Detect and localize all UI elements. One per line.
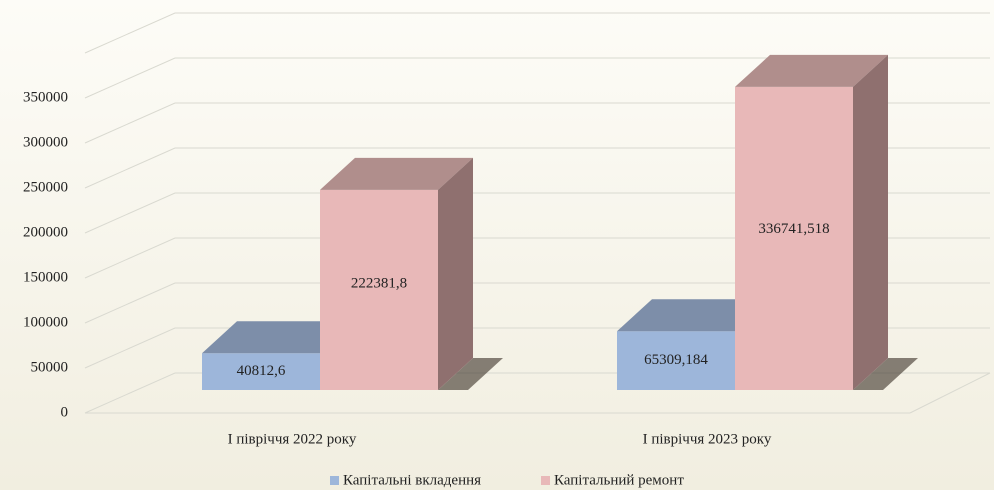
y-tick-label: 350000: [23, 89, 68, 105]
legend-swatch: [330, 476, 339, 485]
bar-top: [735, 54, 888, 87]
y-tick-label: 100000: [23, 314, 68, 330]
bar-side: [853, 54, 888, 391]
y-tick-label: 300000: [23, 134, 68, 150]
legend-label: Капітальні вкладення: [343, 472, 481, 488]
grid-line: [84, 12, 990, 54]
bar: [320, 189, 438, 390]
y-tick-label: 50000: [31, 359, 69, 375]
grid-line: [84, 282, 990, 324]
y-tick-label: 0: [61, 404, 69, 420]
bar: [617, 331, 735, 390]
legend-swatch: [541, 476, 550, 485]
bar: [202, 353, 320, 390]
data-label: 336741,518: [758, 221, 829, 237]
bar-top: [617, 299, 770, 332]
grid-line: [84, 57, 990, 99]
grid-line: [84, 192, 990, 234]
data-label: 40812,6: [237, 363, 286, 379]
legend-label: Капітальний ремонт: [554, 472, 684, 488]
data-label: 222381,8: [351, 275, 407, 291]
x-tick-label: І півріччя 2023 року: [643, 431, 772, 447]
y-tick-label: 250000: [23, 179, 68, 195]
data-label: 65309,184: [644, 352, 708, 368]
grid-line: [84, 102, 990, 144]
y-tick-label: 150000: [23, 269, 68, 285]
bar-top: [320, 157, 473, 190]
floor-edge: [909, 372, 991, 414]
x-tick-label: І півріччя 2022 року: [228, 431, 357, 447]
bar: [735, 86, 853, 391]
bar-shadow: [438, 358, 503, 390]
grid-line: [84, 147, 990, 189]
bar-shadow: [853, 358, 918, 390]
bar-side: [438, 157, 473, 390]
grid-line: [84, 237, 990, 279]
bar-top: [202, 321, 355, 354]
y-tick-label: 200000: [23, 224, 68, 240]
